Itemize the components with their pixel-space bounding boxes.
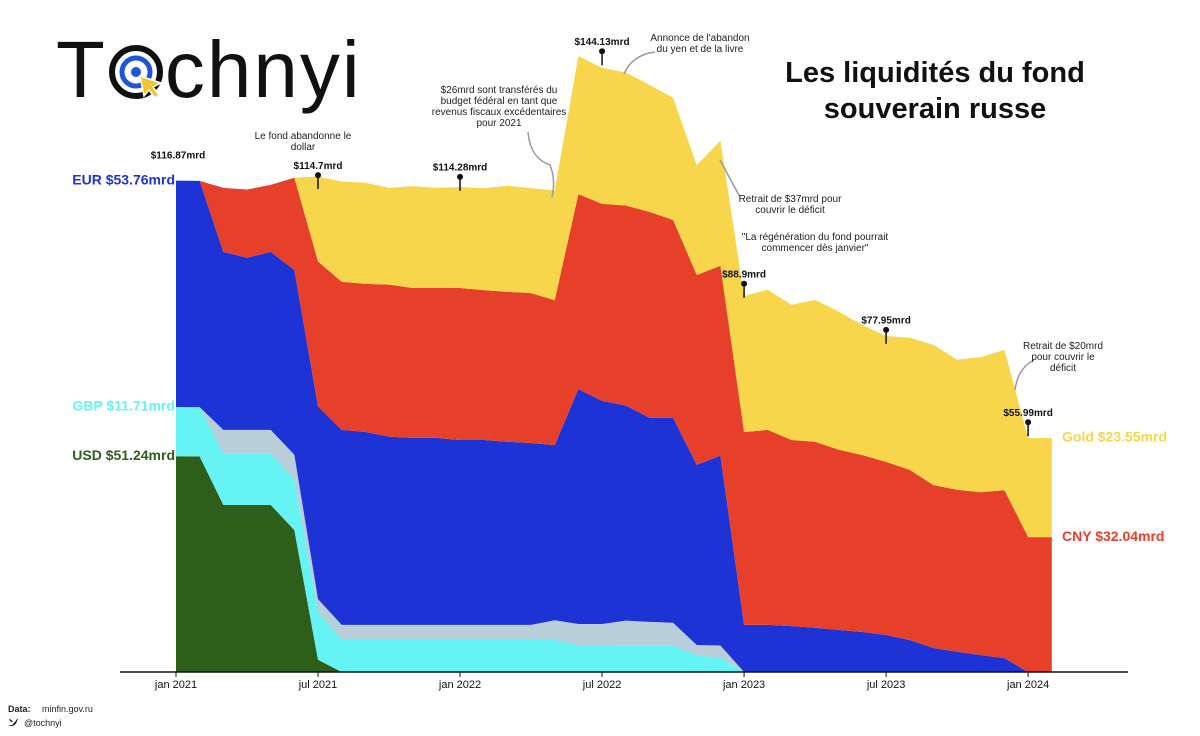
x-tick-label: jul 2023 [866, 679, 906, 691]
x-tick-label: jan 2024 [1006, 679, 1049, 691]
logo-icon-svg [108, 45, 163, 100]
logo-cursor [138, 74, 163, 100]
series-label: EUR $53.76mrd [72, 171, 175, 187]
area [176, 406, 1052, 672]
area [176, 177, 1052, 672]
annotation-label: $114.7mrd [294, 161, 343, 172]
series-label: USD $51.24mrd [72, 447, 175, 463]
note-leader [623, 51, 656, 75]
area [176, 456, 1052, 672]
logo-text: T [56, 25, 107, 114]
x-tick-label: jan 2021 [154, 679, 197, 691]
x-tick-label: jul 2021 [298, 679, 338, 691]
pin-head [741, 280, 748, 287]
series-label: GBP $11.71mrd [73, 398, 175, 414]
pin-head [457, 173, 464, 180]
annotation-label: $116.87mrd [151, 151, 206, 162]
twitter-icon [8, 719, 18, 726]
note: Retrait de $37mrd pour couvrir le défici… [738, 194, 842, 216]
note: Le fond abandonne le dollar [254, 131, 352, 153]
annotation-label: $88.9mrd [722, 269, 766, 280]
annotation-label: $55.99mrd [1003, 408, 1052, 419]
note: "La régénération du fond pourrait commen… [741, 232, 889, 254]
annotation-label: $144.13mrd [575, 37, 630, 48]
note: Annonce de l'abandon du yen et de la liv… [650, 33, 750, 55]
annotation-label: $114.28mrd [433, 163, 488, 174]
x-tick-label: jan 2023 [722, 679, 765, 691]
logo-ring-inner [119, 55, 153, 89]
pin-head [1025, 419, 1032, 426]
annotation-label: $77.95mrd [861, 315, 910, 326]
logo-text: chnyi [164, 25, 362, 114]
note: $26mrd sont transférés du budget fédéral… [431, 85, 567, 129]
footer-source: minfin.gov.ru [42, 704, 93, 714]
chart-title: Les liquidités du fond souverain russe [785, 57, 1085, 125]
area [176, 180, 1052, 673]
logo-ring [108, 45, 163, 99]
logo-icon [107, 26, 165, 100]
series-label: CNY $32.04mrd [1062, 528, 1164, 544]
footer-handle: @tochnyi [24, 718, 62, 728]
note: Retrait de $20mrd pour couvrir le défici… [1022, 341, 1104, 374]
note-leader [719, 159, 741, 198]
area [176, 56, 1052, 538]
note-leader [1014, 359, 1035, 391]
pin-head [599, 48, 606, 55]
note-leader [527, 131, 555, 198]
footer-twitter-icon [8, 718, 18, 729]
footer-label: Data: [8, 704, 31, 714]
pin-head [315, 172, 322, 179]
logo-dot [130, 67, 141, 77]
series-label: Gold $23.55mrd [1062, 429, 1167, 445]
x-tick-label: jan 2022 [438, 679, 481, 691]
pin-head [883, 326, 890, 333]
x-tick-label: jul 2022 [582, 679, 622, 691]
